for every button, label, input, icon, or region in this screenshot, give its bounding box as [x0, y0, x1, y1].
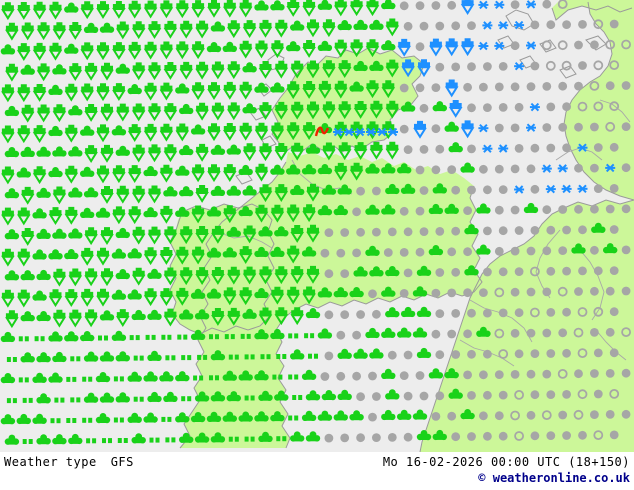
- land-norway-coast: [552, 0, 634, 20]
- weather-map[interactable]: [0, 0, 634, 452]
- map-geography-layer: [169, 0, 634, 452]
- model-label: GFS: [110, 455, 134, 469]
- footer-parameter-block: Weather type GFS: [4, 455, 134, 469]
- land-continental-europe: [420, 200, 634, 452]
- valid-time-label: Mo 16-02-2026 00:00 UTC (18+150): [382, 455, 630, 469]
- map-footer: Weather type GFS Mo 16-02-2026 00:00 UTC …: [0, 452, 634, 490]
- parameter-label: Weather type: [4, 455, 97, 469]
- land-ireland: [170, 204, 274, 334]
- land-northwest-europe: [564, 0, 634, 200]
- copyright-label: © weatheronline.co.uk: [478, 471, 630, 485]
